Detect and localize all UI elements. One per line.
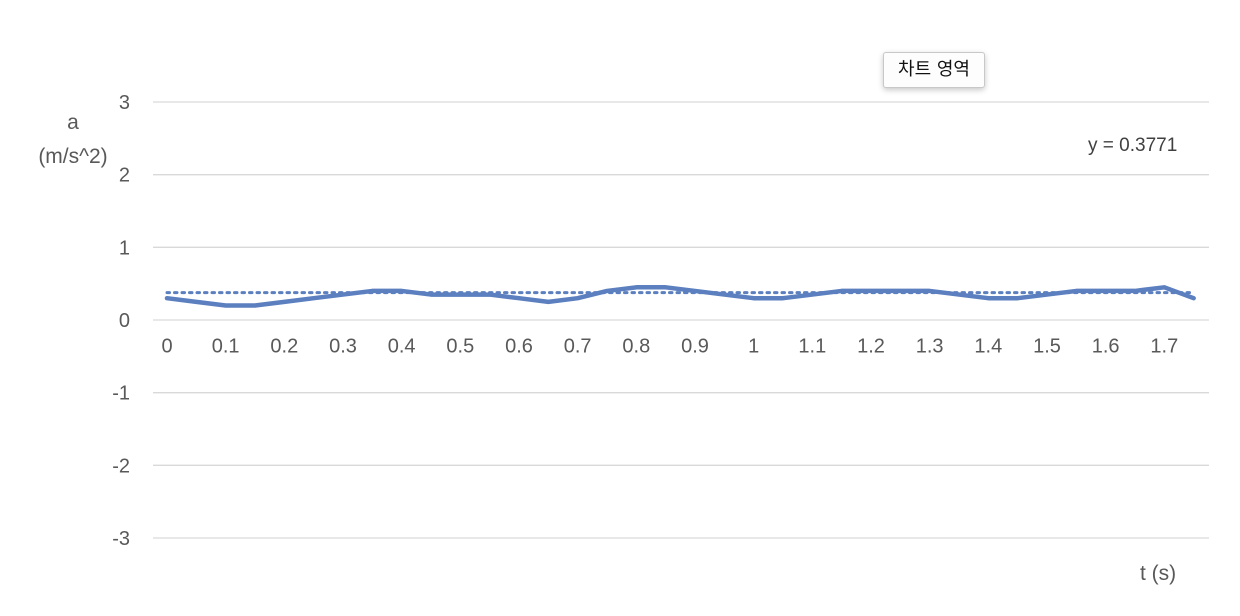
y-axis-title: a (m/s^2) (28, 106, 118, 174)
y-tick-label: -1 (112, 383, 130, 405)
x-tick-label: 0.9 (681, 336, 709, 358)
x-tick-label: 0.5 (446, 336, 474, 358)
y-tick-label: -3 (112, 528, 130, 550)
x-tick-label: 0.2 (270, 336, 298, 358)
y-tick-label: 0 (119, 310, 130, 332)
y-tick-label: 2 (119, 165, 130, 187)
x-tick-label: 0.7 (564, 336, 592, 358)
y-tick-label: -2 (112, 455, 130, 477)
x-tick-label: 0.8 (622, 336, 650, 358)
x-axis-title: t (s) (1140, 562, 1177, 585)
x-tick-label: 0.6 (505, 336, 533, 358)
trendline-equation-label: y = 0.3771 (1088, 135, 1178, 156)
chart-area-tooltip: 차트 영역 (883, 52, 985, 88)
gridlines (153, 101, 1209, 539)
x-tick-label: 0.4 (388, 336, 416, 358)
x-tick-label: 0 (161, 336, 172, 358)
y-axis-title-line-2: (m/s^2) (38, 145, 108, 168)
x-tick-label: 1.3 (916, 336, 944, 358)
y-axis-title-line-1: a (67, 111, 79, 134)
x-tick-label: 1 (748, 336, 759, 358)
x-tick-label: 1.2 (857, 336, 885, 358)
y-tick-label: 1 (119, 237, 130, 259)
x-tick-label: 1.7 (1150, 336, 1178, 358)
x-tick-label: 1.5 (1033, 336, 1061, 358)
x-tick-label: 0.3 (329, 336, 357, 358)
x-tick-label: 0.1 (212, 336, 240, 358)
series-line[interactable] (164, 285, 1196, 308)
x-tick-label: 1.4 (974, 336, 1002, 358)
y-axis-ticks: 3 2 1 0 -1 -2 -3 (112, 92, 130, 550)
x-axis-ticks: 0 0.1 0.2 0.3 0.4 0.5 0.6 0.7 0.8 0.9 1 1.1 1.2 1.3 1.… (161, 336, 1178, 358)
y-tick-label: 3 (119, 92, 130, 114)
x-tick-label: 1.1 (798, 336, 826, 358)
x-tick-label: 1.6 (1092, 336, 1120, 358)
